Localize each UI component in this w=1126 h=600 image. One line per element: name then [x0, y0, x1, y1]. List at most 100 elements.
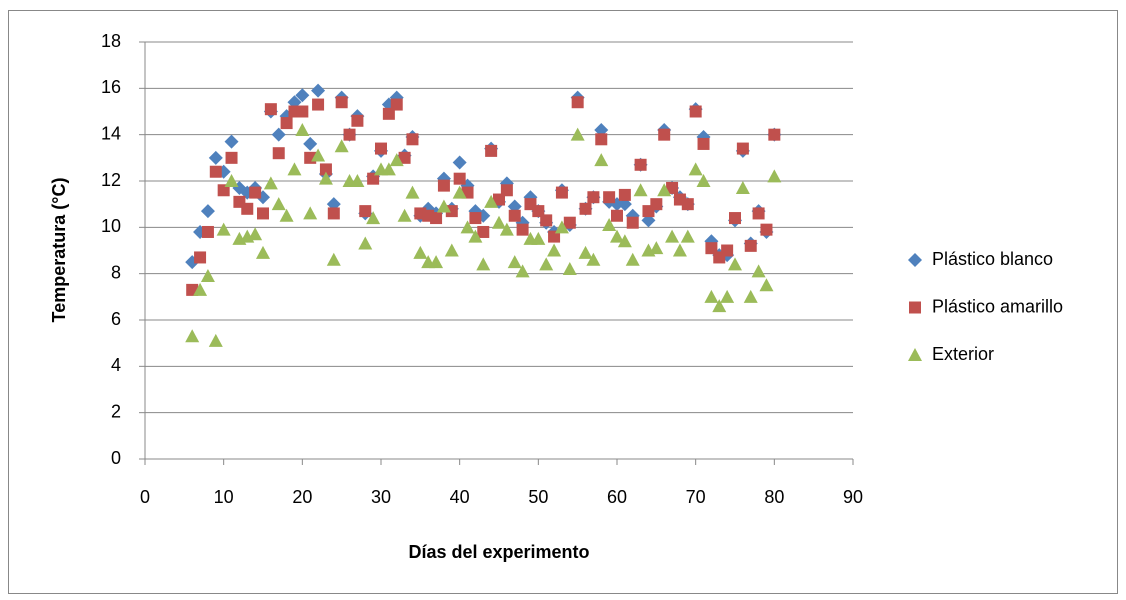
legend-label: Exterior — [932, 344, 994, 364]
point — [263, 176, 278, 190]
point — [381, 162, 396, 176]
point — [311, 148, 326, 162]
point — [696, 174, 711, 187]
x-tick-label: 30 — [371, 487, 391, 507]
point — [752, 207, 765, 220]
y-tick-label: 10 — [101, 216, 121, 236]
point — [445, 205, 458, 218]
point — [767, 169, 782, 183]
point — [350, 174, 365, 187]
point — [413, 245, 428, 259]
point — [366, 211, 381, 225]
point — [477, 225, 490, 238]
x-tick-label: 70 — [686, 487, 706, 507]
point — [375, 142, 387, 155]
x-axis-title: Días del experimento — [408, 542, 589, 562]
chart-frame — [8, 10, 1118, 594]
point — [225, 151, 238, 164]
point — [334, 139, 349, 153]
point — [493, 193, 505, 206]
point — [437, 179, 450, 192]
point — [280, 117, 293, 130]
point — [736, 142, 749, 155]
point — [602, 218, 617, 232]
point — [507, 255, 522, 269]
point — [579, 202, 592, 215]
point — [633, 183, 648, 197]
point — [626, 216, 639, 229]
point — [587, 191, 600, 204]
x-tick-label: 80 — [764, 487, 784, 507]
point — [208, 150, 223, 165]
y-tick-label: 12 — [101, 170, 121, 190]
point — [389, 153, 404, 167]
point — [279, 208, 294, 222]
point — [200, 204, 215, 219]
point — [217, 184, 230, 197]
point — [209, 165, 222, 178]
point — [390, 98, 403, 111]
legend-label: Plástico blanco — [932, 249, 1053, 269]
point — [296, 105, 309, 118]
y-tick-label: 14 — [101, 123, 121, 143]
point — [194, 251, 207, 264]
point — [729, 212, 741, 225]
x-tick-label: 40 — [450, 487, 470, 507]
point — [224, 134, 239, 149]
point — [531, 231, 546, 245]
y-axis-title: Temperatura (°C) — [49, 178, 69, 323]
legend-marker — [908, 348, 922, 361]
point — [469, 212, 482, 225]
point — [436, 199, 451, 213]
x-tick-label: 0 — [140, 487, 150, 507]
point — [625, 252, 640, 266]
point — [759, 278, 774, 292]
point — [271, 197, 286, 211]
point — [287, 162, 302, 176]
point — [351, 114, 364, 127]
point — [312, 98, 325, 111]
point — [429, 255, 444, 269]
point — [751, 264, 766, 278]
point — [760, 223, 773, 236]
point — [295, 123, 310, 137]
point — [224, 174, 239, 187]
point — [666, 181, 679, 194]
point — [634, 158, 647, 171]
point — [444, 243, 459, 257]
y-tick-label: 8 — [111, 262, 121, 282]
point — [539, 257, 554, 271]
point — [485, 144, 498, 157]
point — [295, 88, 310, 103]
point — [578, 245, 593, 259]
point — [500, 184, 513, 197]
point — [358, 236, 373, 250]
point — [208, 333, 223, 347]
point — [367, 172, 380, 185]
point — [618, 188, 631, 201]
point — [453, 172, 466, 185]
point — [735, 180, 750, 194]
point — [697, 137, 710, 150]
point — [318, 171, 333, 185]
x-tick-label: 50 — [528, 487, 548, 507]
point — [248, 227, 263, 241]
y-tick-label: 4 — [111, 355, 121, 375]
x-tick-label: 10 — [214, 487, 234, 507]
point — [768, 128, 781, 141]
point — [570, 127, 585, 141]
point — [468, 229, 483, 243]
point — [405, 185, 420, 199]
point — [688, 162, 703, 176]
point — [555, 186, 568, 199]
point — [452, 185, 467, 199]
point — [311, 83, 326, 98]
point — [264, 103, 277, 116]
point — [430, 212, 443, 225]
point — [532, 205, 545, 218]
point — [650, 198, 663, 211]
point — [257, 207, 269, 220]
point — [658, 128, 671, 141]
